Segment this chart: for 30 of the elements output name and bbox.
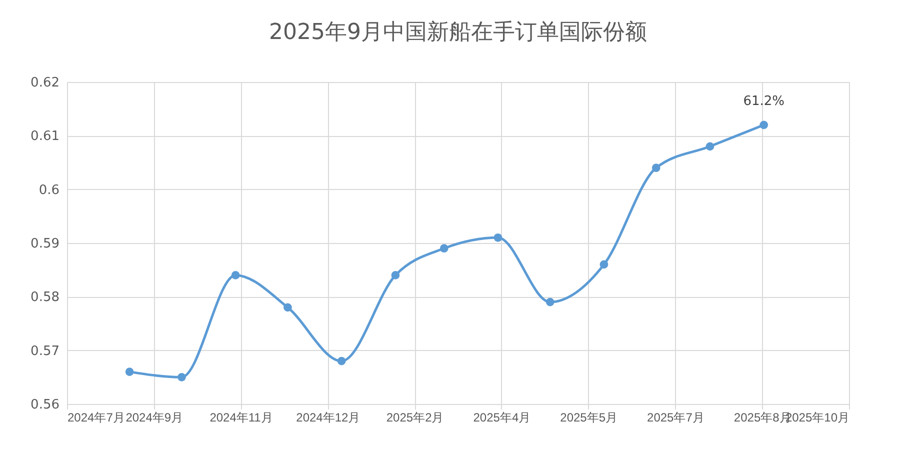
point [178,372,186,382]
point [284,303,292,312]
x-tick-label: 2025年7月 [647,410,704,424]
point [440,244,448,253]
x-tick-label: 2024年7月 [68,410,125,424]
x-tick-label: 2025年4月 [473,410,531,424]
point [231,271,240,280]
point [546,298,554,306]
point [706,142,714,151]
point [391,271,400,280]
x-tick-label: 2024年9月 [126,410,184,424]
y-tick-label: 0.6 [38,182,60,198]
point [494,233,502,242]
point [337,356,346,366]
x-tick-label: 2024年11月 [210,410,273,424]
point [760,120,768,130]
x-tick-label: 2024年12月 [296,410,360,424]
y-tick-label: 0.56 [30,398,60,412]
point [125,368,134,376]
annotation: 61.2% [743,94,785,109]
y-tick-label: 0.62 [30,76,60,90]
x-tick-label: 2025年2月 [386,410,444,424]
y-tick-label: 0.59 [30,236,60,252]
y-tick-label: 0.58 [30,290,60,306]
point [600,260,608,269]
point [652,164,660,172]
chart-title: 2025年9月中国新船在手订单国际份额 [269,20,647,45]
x-tick-label: 2025年5月 [560,410,618,424]
y-tick-label: 0.57 [30,344,60,359]
y-tick-label: 0.61 [30,129,60,144]
